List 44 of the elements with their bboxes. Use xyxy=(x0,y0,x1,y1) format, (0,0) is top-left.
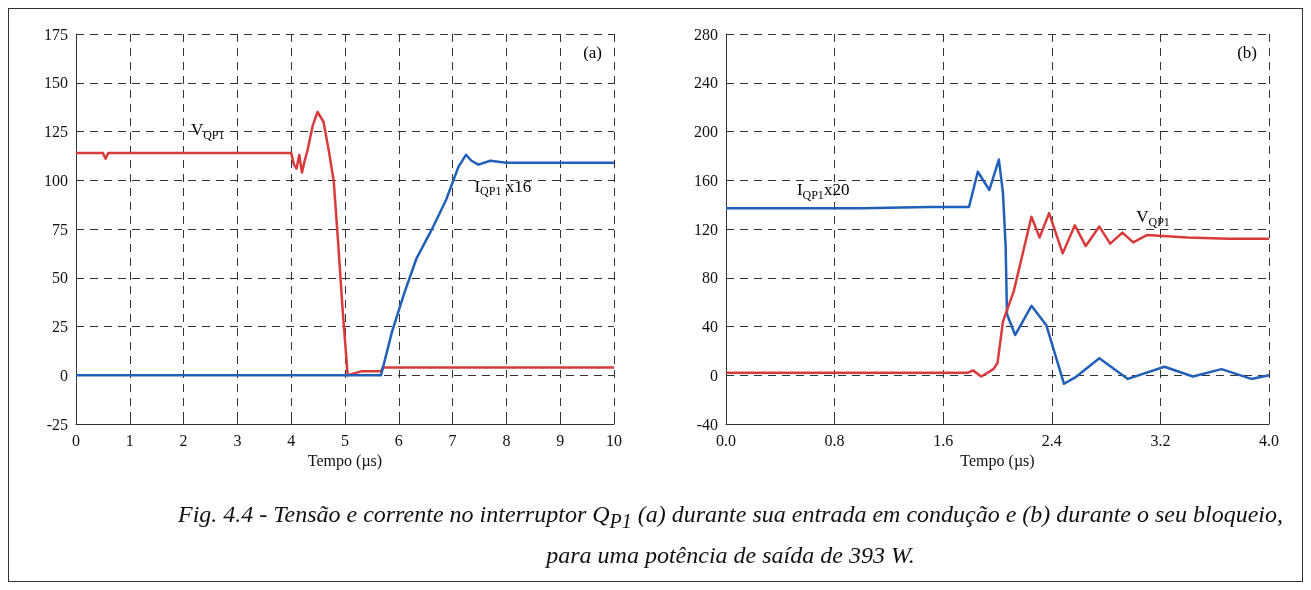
x-tick-label: 10 xyxy=(606,431,622,449)
x-tick-label: 2 xyxy=(179,431,188,449)
x-tick-label: 0.8 xyxy=(824,431,845,449)
x-tick-label: 3 xyxy=(233,431,242,449)
x-tick-label: 8 xyxy=(502,431,511,449)
x-tick-label: 4 xyxy=(287,431,296,449)
x-tick-label: 1.6 xyxy=(933,431,954,449)
x-tick-label: 0 xyxy=(72,431,80,449)
y-tick-label: 280 xyxy=(694,25,718,43)
caption: Fig. 4.4 - Tensão e corrente no interruptor Q$_{P1}$ (a) durante sua entrada em condução e (b) durante o seu bloqueio, para uma potência de saída de 393 W. xyxy=(177,500,1284,570)
y-tick-label: 100 xyxy=(44,171,68,189)
y-tick-label: 75 xyxy=(52,220,68,238)
x-tick-label: 1 xyxy=(125,431,134,449)
y-tick-label: 160 xyxy=(694,171,718,189)
x-tick-label: 2.4 xyxy=(1041,431,1062,449)
x-tick-label: 6 xyxy=(394,431,403,449)
y-tick-label: 80 xyxy=(702,269,718,287)
y-tick-label: 0 xyxy=(710,366,718,384)
y-tick-label: -40 xyxy=(696,415,718,433)
y-tick-label: 150 xyxy=(44,74,68,92)
y-tick-label: 0 xyxy=(60,366,68,384)
y-tick-label: 25 xyxy=(52,318,68,335)
annotation: (a) xyxy=(583,43,603,62)
line-series xyxy=(724,158,1271,386)
y-tick-label: 240 xyxy=(694,74,718,92)
y-tick-label: 120 xyxy=(694,220,718,238)
y-tick-label: 175 xyxy=(44,25,68,43)
annotation: (b) xyxy=(1237,43,1258,62)
line-series xyxy=(74,110,616,377)
x-tick-label: 9 xyxy=(556,431,565,449)
line-series xyxy=(74,153,616,377)
y-tick-label: -25 xyxy=(46,415,68,433)
y-tick-label: 125 xyxy=(44,123,68,140)
x-tick-label: 5 xyxy=(341,431,349,449)
x-tick-label: 3.2 xyxy=(1150,431,1171,449)
x-tick-label: 7 xyxy=(448,431,457,449)
y-tick-label: 200 xyxy=(694,123,718,140)
line-series xyxy=(724,211,1271,378)
x-tick-label: 0.0 xyxy=(716,431,736,449)
x-axis-title: Tempo (µs) xyxy=(307,452,383,471)
y-tick-label: 40 xyxy=(702,318,718,335)
y-tick-label: 50 xyxy=(52,269,68,287)
x-axis-title: Tempo (µs) xyxy=(960,452,1035,471)
x-tick-label: 4.0 xyxy=(1259,431,1279,449)
